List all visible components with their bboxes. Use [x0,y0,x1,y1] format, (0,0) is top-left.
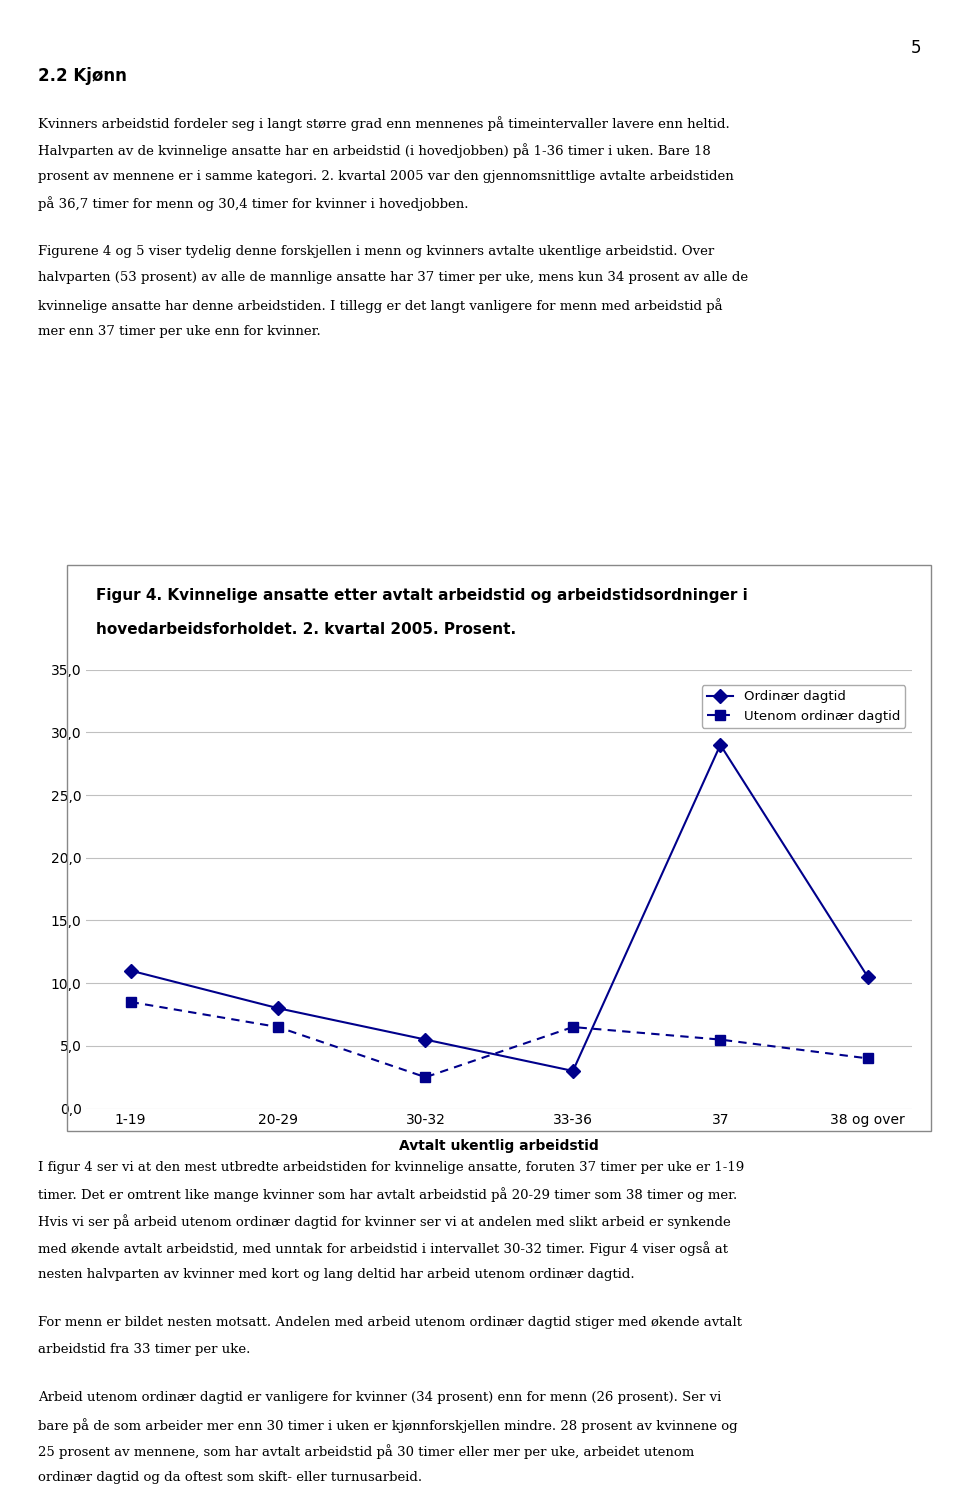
Text: prosent av mennene er i samme kategori. 2. kvartal 2005 var den gjennomsnittlige: prosent av mennene er i samme kategori. … [38,170,734,183]
Text: halvparten (53 prosent) av alle de mannlige ansatte har 37 timer per uke, mens k: halvparten (53 prosent) av alle de mannl… [38,271,749,284]
Text: For menn er bildet nesten motsatt. Andelen med arbeid utenom ordinær dagtid stig: For menn er bildet nesten motsatt. Andel… [38,1315,742,1329]
Text: bare på de som arbeider mer enn 30 timer i uken er kjønnforskjellen mindre. 28 p: bare på de som arbeider mer enn 30 timer… [38,1418,738,1433]
Text: mer enn 37 timer per uke enn for kvinner.: mer enn 37 timer per uke enn for kvinner… [38,324,322,338]
Text: kvinnelige ansatte har denne arbeidstiden. I tillegg er det langt vanligere for : kvinnelige ansatte har denne arbeidstide… [38,298,723,312]
Text: Figurene 4 og 5 viser tydelig denne forskjellen i menn og kvinners avtalte ukent: Figurene 4 og 5 viser tydelig denne fors… [38,244,714,257]
Legend: Ordinær dagtid, Utenom ordinær dagtid: Ordinær dagtid, Utenom ordinær dagtid [702,684,905,728]
Text: nesten halvparten av kvinner med kort og lang deltid har arbeid utenom ordinær d: nesten halvparten av kvinner med kort og… [38,1268,635,1281]
Text: Hvis vi ser på arbeid utenom ordinær dagtid for kvinner ser vi at andelen med sl: Hvis vi ser på arbeid utenom ordinær dag… [38,1214,732,1229]
Text: arbeidstid fra 33 timer per uke.: arbeidstid fra 33 timer per uke. [38,1342,251,1356]
Text: Arbeid utenom ordinær dagtid er vanligere for kvinner (34 prosent) enn for menn : Arbeid utenom ordinær dagtid er vanliger… [38,1391,722,1405]
Text: timer. Det er omtrent like mange kvinner som har avtalt arbeidstid på 20-29 time: timer. Det er omtrent like mange kvinner… [38,1187,737,1202]
Text: Figur 4. Kvinnelige ansatte etter avtalt arbeidstid og arbeidstidsordninger i: Figur 4. Kvinnelige ansatte etter avtalt… [96,588,748,603]
Text: 5: 5 [911,39,922,57]
Text: på 36,7 timer for menn og 30,4 timer for kvinner i hovedjobben.: på 36,7 timer for menn og 30,4 timer for… [38,196,468,211]
Text: med økende avtalt arbeidstid, med unntak for arbeidstid i intervallet 30-32 time: med økende avtalt arbeidstid, med unntak… [38,1241,729,1256]
Text: 2.2 Kjønn: 2.2 Kjønn [38,67,128,85]
Text: Kvinners arbeidstid fordeler seg i langt større grad enn mennenes på timeinterva: Kvinners arbeidstid fordeler seg i langt… [38,116,731,131]
Text: ordinær dagtid og da oftest som skift- eller turnusarbeid.: ordinær dagtid og da oftest som skift- e… [38,1472,422,1485]
Text: I figur 4 ser vi at den mest utbredte arbeidstiden for kvinnelige ansatte, forut: I figur 4 ser vi at den mest utbredte ar… [38,1161,745,1174]
Text: hovedarbeidsforholdet. 2. kvartal 2005. Prosent.: hovedarbeidsforholdet. 2. kvartal 2005. … [96,622,516,637]
X-axis label: Avtalt ukentlig arbeidstid: Avtalt ukentlig arbeidstid [399,1138,599,1153]
Text: Halvparten av de kvinnelige ansatte har en arbeidstid (i hovedjobben) på 1-36 ti: Halvparten av de kvinnelige ansatte har … [38,143,711,158]
Text: 25 prosent av mennene, som har avtalt arbeidstid på 30 timer eller mer per uke, : 25 prosent av mennene, som har avtalt ar… [38,1445,695,1460]
